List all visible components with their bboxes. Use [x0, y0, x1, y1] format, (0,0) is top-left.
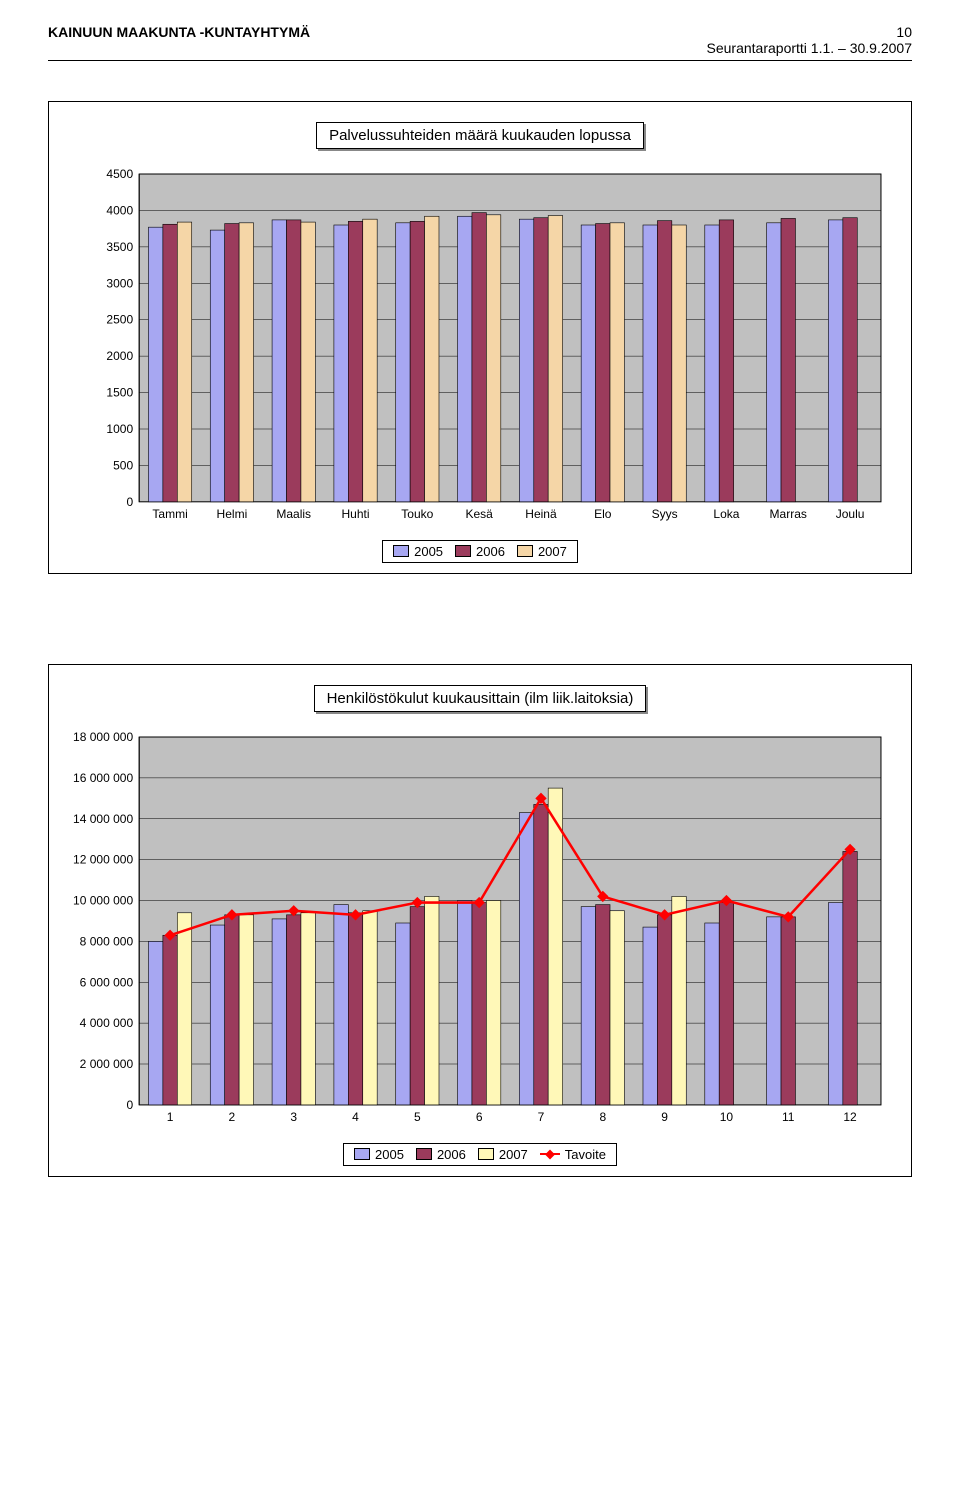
svg-text:0: 0 [126, 495, 133, 509]
svg-text:4 000 000: 4 000 000 [80, 1016, 134, 1030]
svg-text:500: 500 [113, 458, 133, 472]
legend-label-2007: 2007 [538, 544, 567, 559]
chart1-legend: 2005 2006 2007 [382, 540, 578, 563]
legend-label-2005: 2005 [414, 544, 443, 559]
legend2-item-2006: 2006 [416, 1147, 466, 1162]
chart1-title-wrap: Palvelussuhteiden määrä kuukauden lopuss… [69, 122, 891, 169]
legend2-item-2005: 2005 [354, 1147, 404, 1162]
svg-text:9: 9 [661, 1110, 668, 1124]
svg-text:Helmi: Helmi [217, 507, 248, 521]
svg-text:11: 11 [782, 1110, 795, 1124]
svg-text:Kesä: Kesä [465, 507, 493, 521]
svg-text:Elo: Elo [594, 507, 612, 521]
header-right: 10 Seurantaraportti 1.1. – 30.9.2007 [707, 24, 912, 56]
svg-text:10 000 000: 10 000 000 [73, 893, 133, 907]
svg-text:6 000 000: 6 000 000 [80, 975, 134, 989]
swatch2-2007 [478, 1148, 494, 1160]
svg-text:Touko: Touko [401, 507, 433, 521]
page-header: KAINUUN MAAKUNTA -KUNTAYHTYMÄ 10 Seurant… [48, 24, 912, 56]
svg-text:Joulu: Joulu [836, 507, 865, 521]
legend-item-2007: 2007 [517, 544, 567, 559]
svg-text:1500: 1500 [106, 386, 133, 400]
svg-text:Maalis: Maalis [276, 507, 311, 521]
svg-text:1: 1 [167, 1110, 174, 1124]
svg-text:18 000 000: 18 000 000 [73, 732, 133, 744]
svg-text:12: 12 [843, 1110, 857, 1124]
legend2-label-2007: 2007 [499, 1147, 528, 1162]
svg-text:3500: 3500 [106, 240, 133, 254]
svg-text:7: 7 [538, 1110, 545, 1124]
svg-text:Syys: Syys [652, 507, 678, 521]
legend2-item-2007: 2007 [478, 1147, 528, 1162]
swatch-2006 [455, 545, 471, 557]
header-rule [48, 60, 912, 61]
svg-text:8: 8 [599, 1110, 606, 1124]
svg-text:6: 6 [476, 1110, 483, 1124]
svg-text:Loka: Loka [713, 507, 739, 521]
legend-item-2005: 2005 [393, 544, 443, 559]
svg-text:3: 3 [290, 1110, 297, 1124]
svg-text:Huhti: Huhti [342, 507, 370, 521]
svg-text:10: 10 [720, 1110, 734, 1124]
chart2-frame: Henkilöstökulut kuukausittain (ilm liik.… [48, 664, 912, 1177]
svg-text:1000: 1000 [106, 422, 133, 436]
svg-text:2000: 2000 [106, 349, 133, 363]
svg-text:Marras: Marras [770, 507, 807, 521]
legend2-label-2005: 2005 [375, 1147, 404, 1162]
chart1-frame: Palvelussuhteiden määrä kuukauden lopuss… [48, 101, 912, 574]
svg-text:Tammi: Tammi [152, 507, 187, 521]
svg-text:0: 0 [126, 1098, 133, 1112]
chart1-plot: 0 500 1000 1500 2000 2500 3000 3500 4000 4500 Tamm… [69, 169, 891, 530]
svg-text:4: 4 [352, 1110, 359, 1124]
svg-text:12 000 000: 12 000 000 [73, 853, 133, 867]
svg-text:4500: 4500 [106, 169, 133, 181]
svg-text:16 000 000: 16 000 000 [73, 771, 133, 785]
legend2-label-tavoite: Tavoite [565, 1147, 606, 1162]
swatch-2007 [517, 545, 533, 557]
swatch-2005 [393, 545, 409, 557]
svg-text:5: 5 [414, 1110, 421, 1124]
swatch2-2006 [416, 1148, 432, 1160]
page: KAINUUN MAAKUNTA -KUNTAYHTYMÄ 10 Seurant… [0, 0, 960, 1207]
svg-text:2: 2 [229, 1110, 236, 1124]
svg-text:14 000 000: 14 000 000 [73, 812, 133, 826]
header-left: KAINUUN MAAKUNTA -KUNTAYHTYMÄ [48, 24, 310, 40]
legend2-item-tavoite: Tavoite [540, 1147, 606, 1162]
swatch2-2005 [354, 1148, 370, 1160]
chart2-title: Henkilöstökulut kuukausittain (ilm liik.… [314, 685, 647, 712]
svg-text:2 000 000: 2 000 000 [80, 1057, 134, 1071]
chart1-title: Palvelussuhteiden määrä kuukauden lopuss… [316, 122, 644, 149]
page-number: 10 [707, 24, 912, 40]
svg-text:8 000 000: 8 000 000 [80, 934, 134, 948]
svg-text:Heinä: Heinä [525, 507, 557, 521]
chart2-legend: 2005 2006 2007 Tavoite [343, 1143, 617, 1166]
swatch2-tavoite [540, 1153, 560, 1155]
legend-item-2006: 2006 [455, 544, 505, 559]
chart2-plot: 0 2 000 000 4 000 000 6 000 000 8 000 000 10 … [69, 732, 891, 1133]
svg-text:3000: 3000 [106, 276, 133, 290]
report-line: Seurantaraportti 1.1. – 30.9.2007 [707, 40, 912, 56]
svg-text:2500: 2500 [106, 313, 133, 327]
legend-label-2006: 2006 [476, 544, 505, 559]
chart2-title-wrap: Henkilöstökulut kuukausittain (ilm liik.… [69, 685, 891, 732]
svg-text:4000: 4000 [106, 203, 133, 217]
legend2-label-2006: 2006 [437, 1147, 466, 1162]
